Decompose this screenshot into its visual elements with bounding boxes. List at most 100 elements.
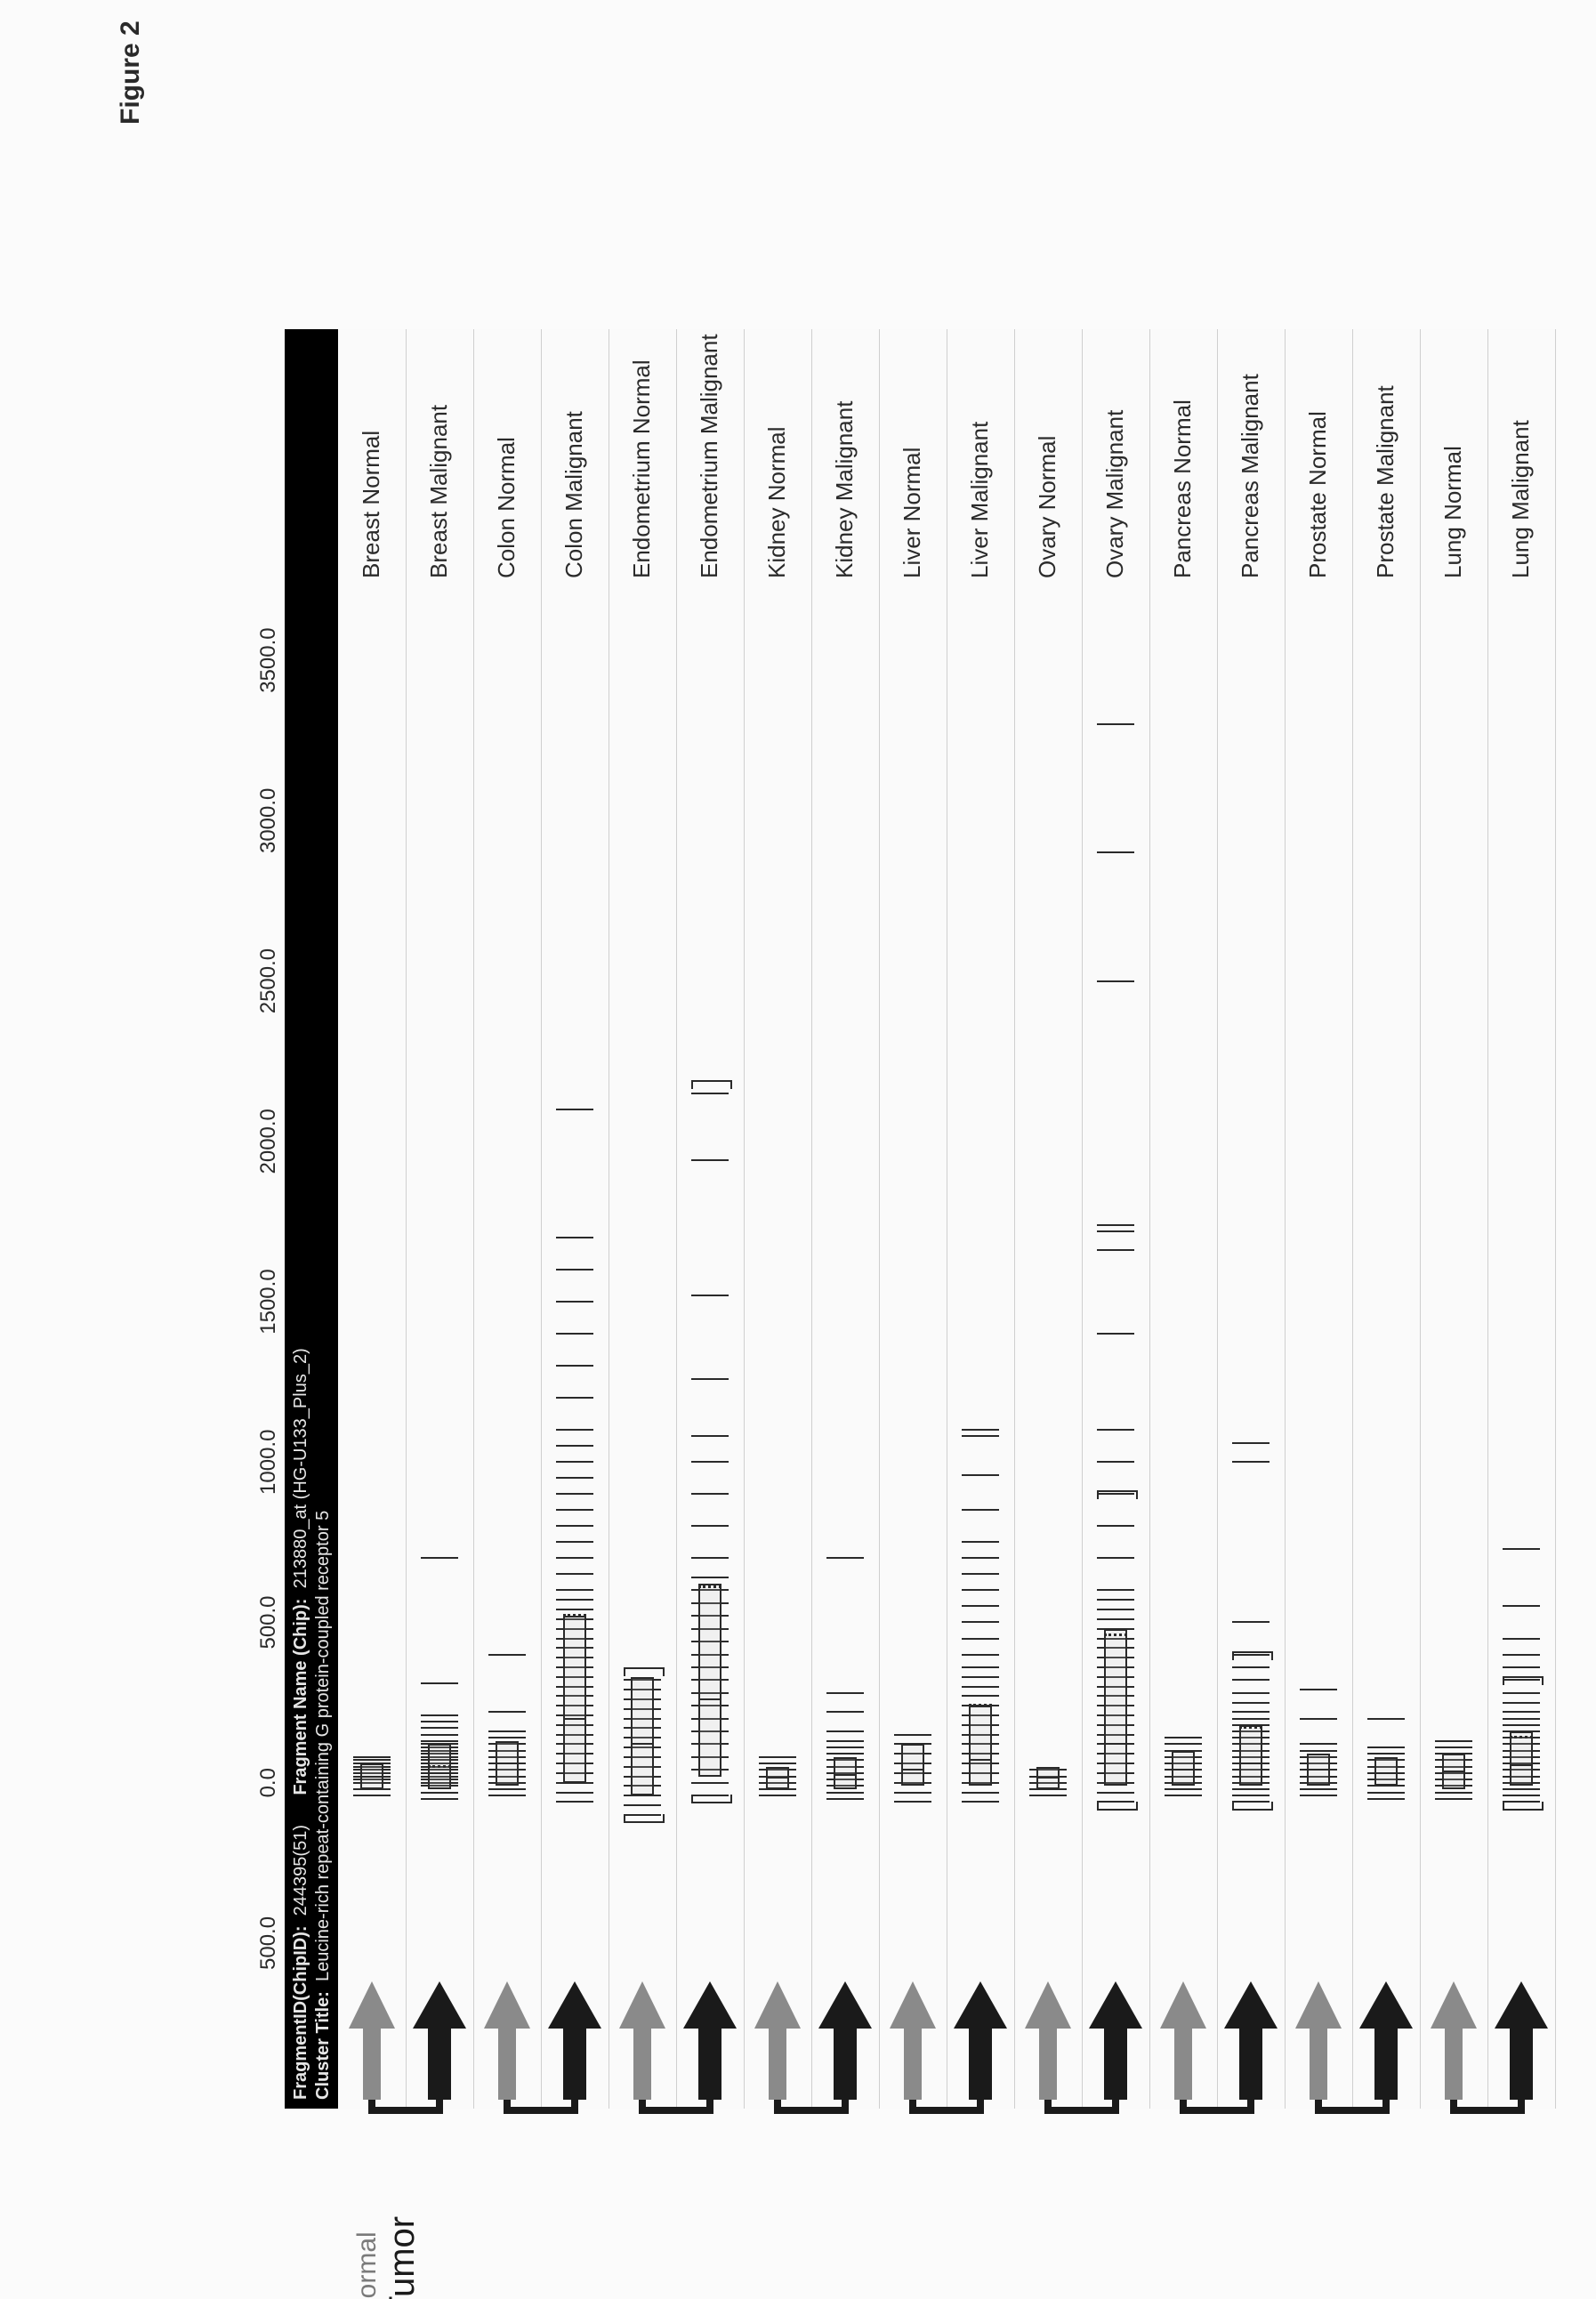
header-val-2: Leucine-rich repeat-containing G protein… (313, 1511, 333, 1981)
data-tick (1232, 1788, 1270, 1790)
data-tick (759, 1795, 796, 1796)
data-tick (1503, 1711, 1540, 1713)
data-tick (1300, 1750, 1337, 1752)
row-strip (811, 329, 879, 2109)
data-tick (556, 1609, 593, 1610)
row-strip (338, 329, 406, 2109)
whisker-bracket (1503, 1676, 1544, 1685)
data-tick (556, 1365, 593, 1367)
data-tick (1435, 1740, 1472, 1742)
data-tick (556, 1397, 593, 1399)
median-line (631, 1743, 655, 1745)
data-tick (556, 1269, 593, 1270)
data-tick (1165, 1788, 1202, 1790)
row-label: Colon Normal (493, 437, 520, 578)
axis-tick-label: 3500.0 (256, 627, 281, 692)
median-line (1510, 1764, 1534, 1766)
median-line (1036, 1777, 1060, 1779)
data-tick (1435, 1798, 1472, 1800)
data-tick (962, 1666, 999, 1668)
data-tick (353, 1756, 391, 1758)
data-tick (556, 1589, 593, 1591)
data-tick (894, 1734, 931, 1736)
data-tick (421, 1798, 458, 1800)
data-tick (691, 1557, 729, 1559)
data-tick (1097, 1461, 1134, 1463)
data-tick (556, 1557, 593, 1559)
data-tick (1097, 1589, 1134, 1591)
median-line (1442, 1771, 1466, 1772)
data-tick (1097, 851, 1134, 853)
whisker-bracket (691, 1795, 732, 1803)
data-tick (488, 1711, 526, 1713)
data-tick (1097, 1599, 1134, 1601)
data-tick (1029, 1795, 1067, 1796)
median-line (698, 1698, 722, 1700)
axis-tick-label: 2000.0 (256, 1109, 281, 1174)
dotted-median (1104, 1634, 1128, 1636)
median-line (360, 1776, 384, 1778)
data-tick (1097, 1792, 1134, 1794)
data-tick (1232, 1442, 1270, 1444)
header-key-1b: Fragment Name (Chip): (291, 1599, 310, 1795)
whisker-bracket (1232, 1651, 1273, 1660)
data-tick (962, 1801, 999, 1803)
data-tick (1097, 1525, 1134, 1527)
arrow-pair (609, 1980, 744, 2118)
data-tick (894, 1792, 931, 1794)
axis-tick-label: 500.0 (256, 1595, 281, 1649)
row-strip (1217, 329, 1285, 2109)
data-tick (1232, 1461, 1270, 1463)
data-tick (1097, 1618, 1134, 1620)
box (631, 1677, 655, 1795)
data-tick (421, 1727, 458, 1729)
page: Figure 2 FragmentID(ChipID): 244395(51) … (0, 0, 1596, 2299)
row-strip (1149, 329, 1217, 2109)
median-line (563, 1718, 587, 1720)
axis-tick-label: 1500.0 (256, 1269, 281, 1334)
box (563, 1616, 587, 1782)
row-label: Lung Normal (1439, 446, 1467, 578)
median-line (1239, 1763, 1263, 1764)
legend-tumor: Tumor (383, 2216, 423, 2299)
data-tick (826, 1557, 864, 1559)
data-tick (1232, 1622, 1270, 1624)
data-tick (1232, 1692, 1270, 1694)
row-strip (947, 329, 1014, 2109)
data-tick (1232, 1702, 1270, 1704)
data-tick (1503, 1692, 1540, 1694)
data-tick (962, 1695, 999, 1697)
row-label: Liver Normal (899, 448, 926, 578)
median-line (1104, 1743, 1128, 1745)
header-key-2: Cluster Title: (313, 1991, 333, 2100)
data-tick (421, 1792, 458, 1794)
data-tick (1232, 1679, 1270, 1681)
arrow-pair (1420, 1980, 1555, 2118)
data-tick (691, 1159, 729, 1161)
data-tick (1435, 1792, 1472, 1794)
data-tick (556, 1599, 593, 1601)
data-tick (962, 1638, 999, 1640)
data-tick (962, 1541, 999, 1543)
data-tick (691, 1378, 729, 1380)
data-tick (488, 1795, 526, 1796)
data-tick (421, 1682, 458, 1684)
data-tick (759, 1756, 796, 1758)
data-tick (894, 1801, 931, 1803)
chart-header: FragmentID(ChipID): 244395(51) Fragment … (285, 329, 338, 2109)
data-tick (556, 1541, 593, 1543)
box (901, 1744, 925, 1786)
data-tick (1300, 1689, 1337, 1690)
data-tick (826, 1746, 864, 1748)
header-val-1: 244395(51) (291, 1825, 310, 1916)
data-tick (826, 1740, 864, 1742)
data-tick (556, 1792, 593, 1794)
median-line (901, 1769, 925, 1771)
data-tick (1367, 1718, 1405, 1720)
data-tick (962, 1573, 999, 1575)
data-tick (1232, 1666, 1270, 1668)
data-tick (1097, 1609, 1134, 1610)
data-tick (826, 1798, 864, 1800)
data-tick (556, 1801, 593, 1803)
data-tick (1300, 1743, 1337, 1745)
